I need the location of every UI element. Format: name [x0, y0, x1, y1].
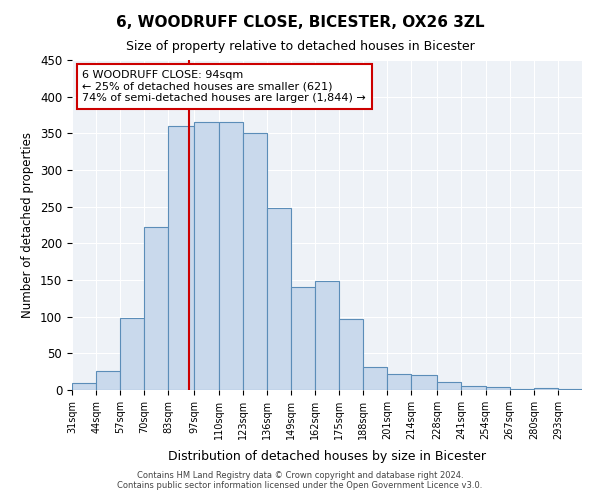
Bar: [534, 388, 558, 390]
Bar: [363, 368, 387, 390]
Bar: [72, 384, 96, 390]
Bar: [485, 387, 509, 390]
Text: 6, WOODRUFF CLOSE, BICESTER, OX26 3ZL: 6, WOODRUFF CLOSE, BICESTER, OX26 3ZL: [116, 15, 484, 30]
Bar: [387, 374, 412, 390]
X-axis label: Distribution of detached houses by size in Bicester: Distribution of detached houses by size …: [168, 450, 486, 463]
Bar: [145, 227, 169, 390]
Bar: [120, 318, 145, 390]
Bar: [267, 208, 291, 390]
Text: 6 WOODRUFF CLOSE: 94sqm
← 25% of detached houses are smaller (621)
74% of semi-d: 6 WOODRUFF CLOSE: 94sqm ← 25% of detache…: [82, 70, 366, 103]
Text: Contains HM Land Registry data © Crown copyright and database right 2024.
Contai: Contains HM Land Registry data © Crown c…: [118, 470, 482, 490]
Bar: [96, 371, 120, 390]
Bar: [558, 388, 582, 390]
Bar: [218, 122, 242, 390]
Bar: [412, 374, 437, 390]
Bar: [242, 134, 267, 390]
Bar: [291, 288, 315, 390]
Text: Size of property relative to detached houses in Bicester: Size of property relative to detached ho…: [125, 40, 475, 53]
Bar: [461, 386, 485, 390]
Bar: [169, 126, 194, 390]
Bar: [339, 319, 363, 390]
Bar: [315, 282, 339, 390]
Bar: [437, 382, 461, 390]
Bar: [509, 388, 534, 390]
Bar: [194, 122, 218, 390]
Y-axis label: Number of detached properties: Number of detached properties: [22, 132, 34, 318]
